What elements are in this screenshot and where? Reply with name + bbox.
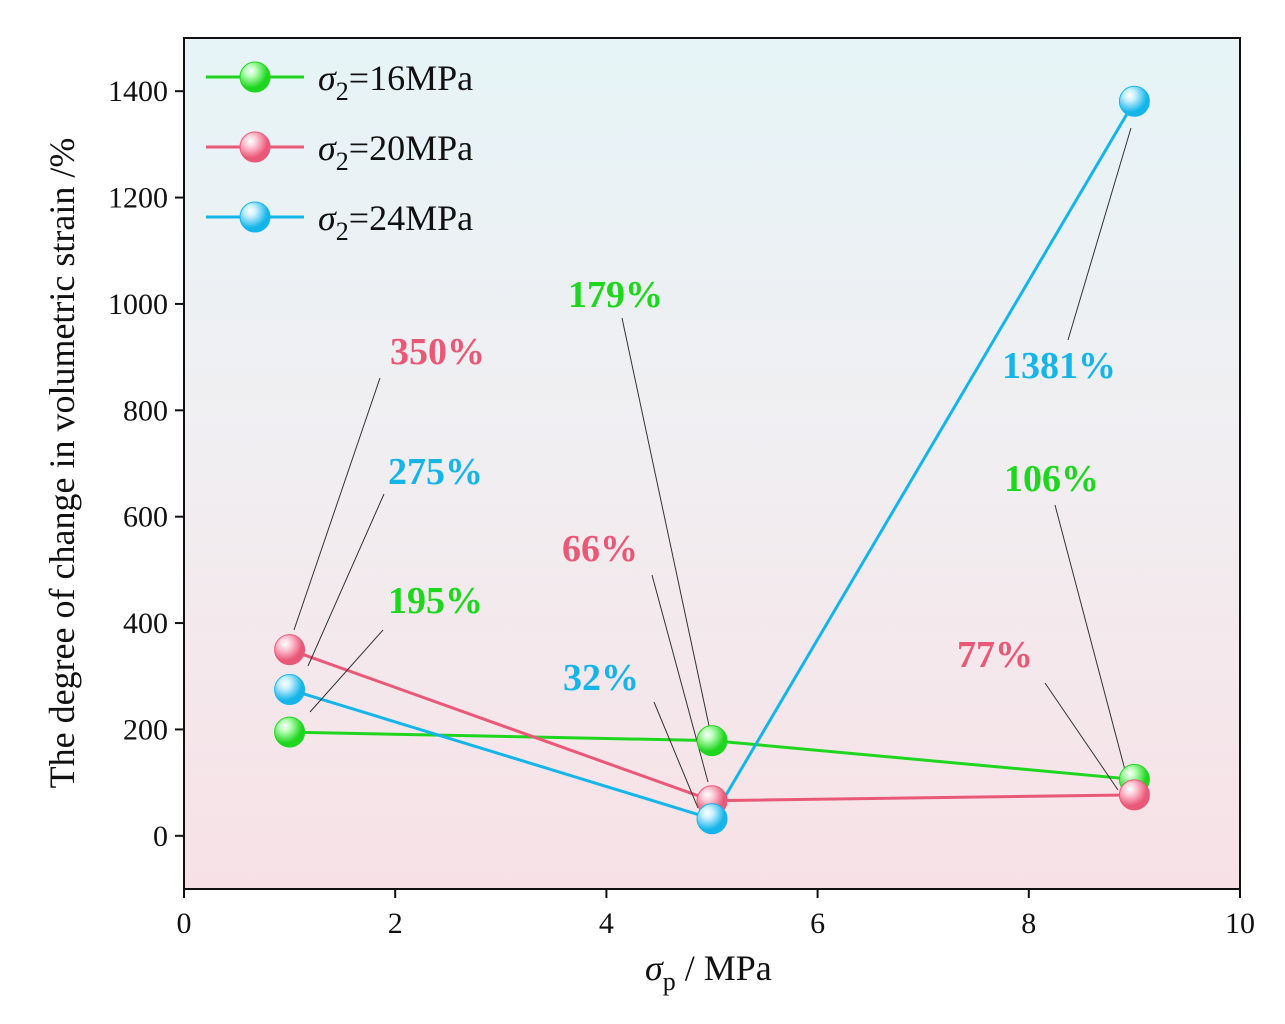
x-axis-title-symbol: σ [645, 948, 664, 988]
leader-line [1067, 127, 1132, 341]
leader-line [1044, 682, 1119, 791]
x-tick-label: 0 [177, 907, 192, 940]
x-axis-title-subscript: p [663, 967, 676, 996]
data-point [696, 725, 728, 757]
leader-line [621, 317, 712, 736]
y-tick-label: 800 [123, 394, 168, 427]
leader-line [653, 701, 699, 809]
data-label: 32% [563, 657, 639, 699]
y-tick-label: 1000 [108, 288, 168, 321]
x-tick-label: 8 [1021, 907, 1036, 940]
y-tick-label: 0 [153, 820, 168, 853]
data-label: 275% [388, 451, 483, 493]
y-tick-label: 1400 [108, 75, 168, 108]
x-tick-label: 4 [599, 907, 614, 940]
data-labels: 195% 179% 106% 350% 66% 77% 275% 32% 1381% [388, 274, 1116, 699]
y-tick-label: 200 [123, 713, 168, 746]
y-tick-label: 600 [123, 501, 168, 534]
data-label: 195% [388, 580, 483, 622]
legend-label-subscript: 2 [336, 77, 349, 106]
leader-line [293, 377, 381, 631]
legend-label: σ2=16MPa [318, 58, 473, 106]
legend-label-subscript: 2 [336, 147, 349, 176]
legend-label-text: =20MPa [349, 128, 473, 168]
y-tick-label: 1200 [108, 182, 168, 215]
markers [274, 85, 1150, 835]
data-point [1118, 779, 1150, 811]
legend-label-symbol: σ [318, 128, 337, 168]
plot-frame [183, 37, 1241, 890]
legend-marker [239, 61, 271, 93]
x-tick-label: 6 [810, 907, 825, 940]
data-label: 350% [390, 331, 485, 373]
legend-label: σ2=20MPa [318, 128, 473, 176]
legend-label-subscript: 2 [336, 217, 349, 246]
y-tick-label: 400 [123, 607, 168, 640]
data-point [274, 634, 306, 666]
data-label: 77% [957, 634, 1033, 676]
data-label: 66% [562, 528, 638, 570]
legend-label: σ2=24MPa [318, 198, 473, 246]
legend-label-symbol: σ [318, 198, 337, 238]
legend-label-text: =16MPa [349, 58, 473, 98]
data-point [274, 674, 306, 706]
data-point [696, 803, 728, 835]
leader-lines [293, 127, 1132, 809]
legend-marker [239, 201, 271, 233]
data-label: 106% [1004, 458, 1099, 500]
data-label: 179% [568, 274, 663, 316]
y-axis-title: The degree of change in volumetric strai… [42, 138, 82, 789]
data-label: 1381% [1002, 345, 1116, 387]
legend-label-text: =24MPa [349, 198, 473, 238]
legend-label-symbol: σ [318, 58, 337, 98]
legend-marker [239, 131, 271, 163]
data-point [1118, 85, 1150, 117]
leader-line [309, 629, 384, 713]
x-tick-label: 10 [1225, 907, 1255, 940]
x-axis-title: σp / MPa [645, 948, 772, 996]
x-axis-title-text: / MPa [676, 948, 772, 988]
data-point [274, 716, 306, 748]
leader-line [1054, 504, 1126, 771]
leader-line [307, 493, 385, 667]
x-tick-label: 2 [388, 907, 403, 940]
